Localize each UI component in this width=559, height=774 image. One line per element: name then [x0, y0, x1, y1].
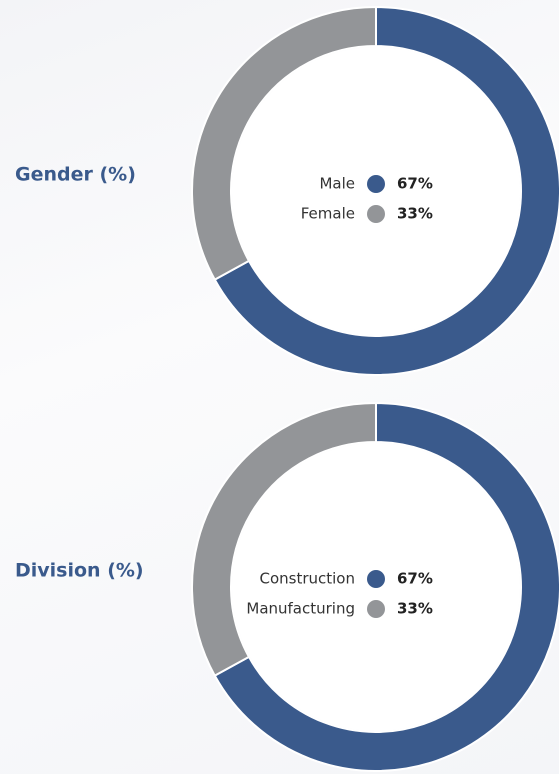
- legend-dot: [367, 205, 385, 223]
- legend-label: Male: [319, 175, 355, 193]
- donut-slice: [191, 401, 377, 678]
- value-label: 67%: [397, 175, 433, 193]
- donut-slice: [213, 5, 559, 376]
- value-label: 33%: [397, 205, 433, 223]
- legend-dot: [367, 600, 385, 618]
- value-label: 67%: [397, 570, 433, 588]
- chart-title: Gender (%): [15, 164, 136, 186]
- legend-dot: [367, 570, 385, 588]
- legend-dot: [367, 175, 385, 193]
- donut-slice: [191, 5, 377, 282]
- donut-slice: [213, 401, 559, 772]
- value-label: 33%: [397, 600, 433, 618]
- legend-label: Manufacturing: [246, 600, 355, 618]
- legend-label: Construction: [259, 570, 355, 588]
- legend-label: Female: [301, 205, 355, 223]
- chart-title: Division (%): [15, 560, 144, 582]
